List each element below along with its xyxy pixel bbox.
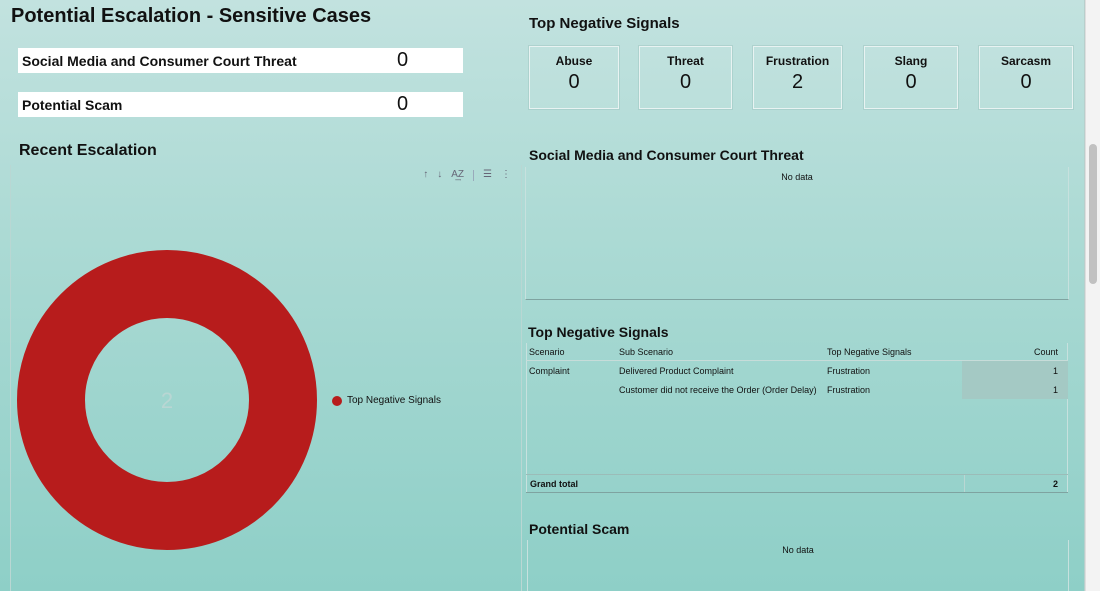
grand-total-label: Grand total xyxy=(530,478,579,489)
cell-signal: Frustration xyxy=(827,384,871,395)
signals-table: Scenario Sub Scenario Top Negative Signa… xyxy=(526,343,1068,399)
table-row: Complaint Delivered Product Complaint Fr… xyxy=(526,360,1068,380)
sort-descending-icon[interactable]: ↓ xyxy=(437,169,443,180)
no-data-text: No data xyxy=(782,545,814,555)
signal-label: Slang xyxy=(894,54,928,68)
cell-scenario: Complaint xyxy=(529,365,570,376)
kpi-potential-scam: Potential Scam 0 xyxy=(18,92,463,117)
sort-ascending-icon[interactable]: ↑ xyxy=(423,169,429,180)
legend-dot xyxy=(332,395,342,406)
column-header-sub-scenario[interactable]: Sub Scenario xyxy=(616,343,824,361)
cell-sub-scenario: Customer did not receive the Order (Orde… xyxy=(619,384,817,395)
column-header-signals[interactable]: Top Negative Signals xyxy=(824,343,962,361)
signal-card-abuse: Abuse 0 xyxy=(529,46,619,109)
kpi-value: 0 xyxy=(397,93,409,115)
signal-value: 0 xyxy=(568,71,580,93)
potential-scam-heading: Potential Scam xyxy=(529,521,630,537)
potential-scam-panel: No data xyxy=(527,540,1069,591)
kpi-label: Potential Scam xyxy=(22,96,123,113)
signal-card-slang: Slang 0 xyxy=(864,46,958,109)
signal-value: 0 xyxy=(905,71,917,93)
signal-value: 0 xyxy=(679,71,692,93)
signals-heading: Top Negative Signals xyxy=(529,15,680,32)
cell-sub-scenario: Delivered Product Complaint xyxy=(619,365,734,376)
donut-slice-top-negative-signals[interactable] xyxy=(17,250,317,550)
legend-label: Top Negative Signals xyxy=(347,395,441,406)
column-header-scenario[interactable]: Scenario xyxy=(526,343,616,361)
signal-card-frustration: Frustration 2 xyxy=(753,46,842,109)
filter-icon[interactable]: ☰ xyxy=(483,169,492,180)
signal-label: Frustration xyxy=(765,54,830,68)
chart-legend: Top Negative Signals xyxy=(332,395,441,406)
no-data-text: No data xyxy=(781,172,813,182)
signal-value: 2 xyxy=(791,71,804,93)
table-row: Customer did not receive the Order (Orde… xyxy=(526,380,1068,399)
signals-table-frame xyxy=(526,343,1068,493)
kpi-label: Social Media and Consumer Court Threat xyxy=(22,52,297,69)
scrollbar-track[interactable] xyxy=(1085,0,1100,591)
kpi-value: 0 xyxy=(397,49,409,71)
cell-signal: Frustration xyxy=(827,365,871,376)
cell-scenario xyxy=(526,380,616,399)
signal-label: Threat xyxy=(667,54,704,68)
signal-card-sarcasm: Sarcasm 0 xyxy=(979,46,1073,109)
grand-total-value: 2 xyxy=(964,475,1068,492)
recent-escalation-chart-panel: ↑ ↓ A͢Z ☰ ⋮ xyxy=(10,165,522,591)
donut-center-label: 2 xyxy=(161,388,173,413)
signal-value: 0 xyxy=(1020,71,1032,93)
more-vert-icon[interactable]: ⋮ xyxy=(501,169,511,180)
social-media-heading: Social Media and Consumer Court Threat xyxy=(529,147,804,163)
scrollbar-thumb[interactable] xyxy=(1089,144,1097,284)
cell-count: 1 xyxy=(962,360,1068,380)
table-header-row: Scenario Sub Scenario Top Negative Signa… xyxy=(526,343,1068,361)
social-media-panel: No data xyxy=(525,167,1069,300)
recent-escalation-heading: Recent Escalation xyxy=(19,142,157,159)
signal-label: Sarcasm xyxy=(1000,54,1052,68)
signal-card-threat: Threat 0 xyxy=(639,46,732,109)
toolbar-separator xyxy=(473,170,475,181)
page-title: Potential Escalation - Sensitive Cases xyxy=(11,5,372,27)
chart-toolbar: ↑ ↓ A͢Z ☰ ⋮ xyxy=(423,169,511,181)
sort-alpha-icon[interactable]: A͢Z xyxy=(451,169,465,180)
kpi-social-media-threat: Social Media and Consumer Court Threat 0 xyxy=(18,48,463,73)
column-header-count[interactable]: Count xyxy=(962,343,1068,361)
grand-total-row: Grand total 2 xyxy=(526,474,1068,493)
signals-table-heading: Top Negative Signals xyxy=(528,324,669,340)
signal-label: Abuse xyxy=(555,54,593,68)
donut-chart: 2 xyxy=(17,250,317,550)
cell-count: 1 xyxy=(962,380,1068,399)
